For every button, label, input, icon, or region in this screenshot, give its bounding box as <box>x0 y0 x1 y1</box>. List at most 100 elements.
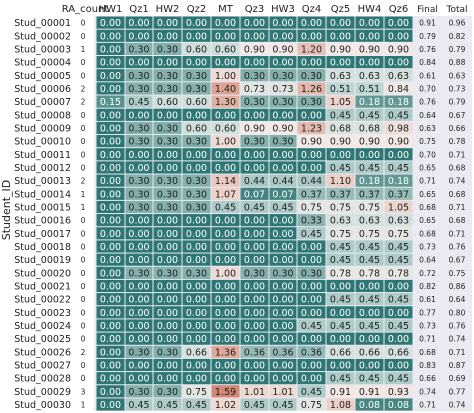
score-label: 0.65 <box>419 163 436 172</box>
heatmap-cell <box>326 95 355 108</box>
heatmap-cell <box>96 398 125 411</box>
heatmap-cell <box>355 293 384 306</box>
cell-value-label: 0.45 <box>330 374 351 385</box>
score-label: 0.63 <box>449 71 466 80</box>
heatmap-cell <box>297 200 326 214</box>
heatmap-cell <box>240 29 269 42</box>
heatmap-cell <box>326 293 355 306</box>
cell-value-label: 0.45 <box>388 110 409 121</box>
heatmap-cell <box>125 95 153 108</box>
heatmap-cell <box>153 148 182 161</box>
heatmap-cell <box>384 227 413 240</box>
heatmap-cell <box>384 69 413 82</box>
cell-value-label: 0.91 <box>359 387 380 398</box>
heatmap-cell <box>384 266 413 279</box>
cell-value-label: 0.45 <box>272 400 293 411</box>
score-label: 0.77 <box>449 387 466 396</box>
score-label: 0.79 <box>419 32 436 41</box>
cell-value-label: 0.00 <box>272 242 293 253</box>
heatmap-cell <box>355 148 384 161</box>
cell-value-label: 0.45 <box>330 110 351 121</box>
cell-value-label: 0.45 <box>330 321 351 332</box>
cell-value-label: 0.91 <box>330 387 351 398</box>
row-label: Stud_00028 <box>14 374 71 385</box>
heatmap-cell <box>125 293 153 306</box>
heatmap-cell <box>96 306 125 319</box>
cell-value-label: 0.00 <box>330 334 351 345</box>
ra-count-label: 0 <box>81 150 86 159</box>
heatmap-cell <box>240 266 269 279</box>
cell-value-label: 0.00 <box>100 400 121 411</box>
score-label: 0.77 <box>419 308 436 317</box>
cell-value-label: 0.00 <box>215 374 236 385</box>
cell-value-label: 0.00 <box>215 361 236 372</box>
heatmap-cell <box>153 121 182 135</box>
ra-count-label: 0 <box>81 242 86 251</box>
heatmap-cell <box>240 214 269 227</box>
cell-value-label: 0.00 <box>301 374 322 385</box>
cell-value-label: 0.00 <box>100 202 121 213</box>
column-label: Qz5 <box>331 4 350 15</box>
score-label: 0.65 <box>419 190 436 199</box>
ra-count-label: 0 <box>81 71 86 80</box>
heatmap-cell <box>297 108 326 121</box>
score-label: 0.64 <box>419 111 436 120</box>
heatmap-cell <box>153 82 182 95</box>
heatmap-cell <box>297 95 326 108</box>
cell-value-label: 1.20 <box>301 44 322 55</box>
heatmap-cell <box>125 82 153 95</box>
heatmap-cell <box>297 279 326 293</box>
cell-value-label: 0.00 <box>100 387 121 398</box>
cell-value-label: 0.00 <box>157 58 178 69</box>
score-label: 0.74 <box>419 387 436 396</box>
cell-value-label: 0.00 <box>244 150 265 161</box>
heatmap-cell <box>355 69 384 82</box>
cell-value-label: 0.00 <box>186 18 207 29</box>
cell-value-label: 0.07 <box>244 189 265 200</box>
cell-value-label: 0.00 <box>100 295 121 306</box>
heatmap-cell <box>326 385 355 398</box>
cell-value-label: 0.00 <box>128 31 149 42</box>
heatmap-cell <box>96 82 125 95</box>
cell-value-label: 0.30 <box>128 347 149 358</box>
row-label: Stud_00018 <box>14 242 71 253</box>
cell-value-label: 0.45 <box>388 163 409 174</box>
ra-count-label: 2 <box>81 84 86 93</box>
score-label: 0.88 <box>449 58 466 67</box>
cell-value-label: 0.90 <box>388 44 409 55</box>
cell-value-label: 0.00 <box>157 281 178 292</box>
cell-value-label: 0.00 <box>157 295 178 306</box>
score-label: 0.80 <box>449 308 466 317</box>
cell-value-label: 0.00 <box>128 374 149 385</box>
cell-value-label: 0.00 <box>330 58 351 69</box>
cell-value-label: 0.00 <box>186 229 207 240</box>
score-label: 0.71 <box>449 348 466 357</box>
cell-value-label: 0.00 <box>244 229 265 240</box>
cell-value-label: 0.00 <box>244 295 265 306</box>
column-label: Final <box>417 5 438 15</box>
cell-value-label: 0.90 <box>244 123 265 134</box>
cell-value-label: 0.90 <box>359 137 380 148</box>
cell-value-label: 0.30 <box>128 189 149 200</box>
cell-value-label: 0.00 <box>388 18 409 29</box>
heatmap-cell <box>355 306 384 319</box>
heatmap-cell <box>153 279 182 293</box>
cell-value-label: 1.59 <box>215 387 236 398</box>
cell-value-label: 0.00 <box>215 308 236 319</box>
heatmap-cell <box>240 227 269 240</box>
heatmap-cell <box>153 135 182 148</box>
cell-value-label: 0.00 <box>100 71 121 82</box>
heatmap-cell <box>240 95 269 108</box>
heatmap-cell <box>240 306 269 319</box>
cell-value-label: 0.15 <box>100 97 121 108</box>
heatmap-cell <box>355 42 384 56</box>
heatmap-cell <box>297 253 326 266</box>
cell-value-label: 0.00 <box>244 308 265 319</box>
heatmap-cell <box>211 293 240 306</box>
heatmap-cell <box>153 385 182 398</box>
cell-value-label: 0.00 <box>215 58 236 69</box>
cell-value-label: 0.00 <box>301 281 322 292</box>
cell-value-label: 0.60 <box>157 97 178 108</box>
cell-value-label: 0.00 <box>272 308 293 319</box>
heatmap-cell <box>153 69 182 82</box>
